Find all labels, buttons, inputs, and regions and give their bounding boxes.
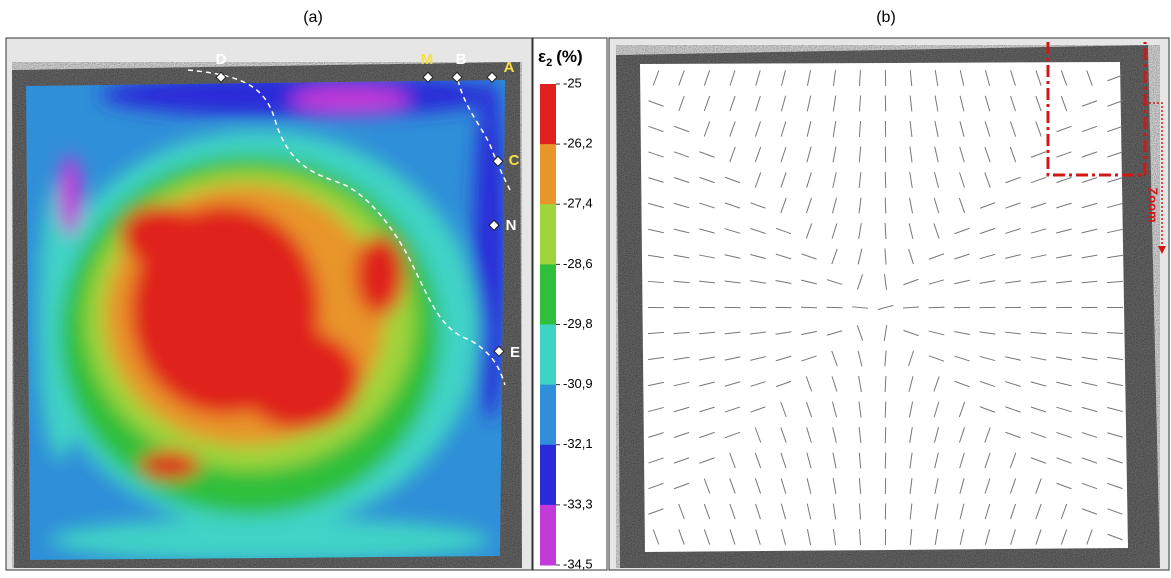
point-label: E — [510, 344, 520, 361]
strain-map — [20, 73, 515, 565]
vector — [827, 307, 843, 308]
vector — [885, 402, 886, 418]
colorbar: -25 -26,2 -27,4 -28,6 -29,8 -30,9 -32,1 -33,3 -3… — [540, 75, 593, 571]
colorbar-band — [540, 144, 556, 205]
colorbar-tick-label: -25 — [563, 75, 582, 90]
colorbar-tick-label: -30,9 — [563, 376, 593, 391]
colorbar-band — [540, 385, 556, 446]
colorbar-tick-label: -28,6 — [563, 256, 593, 271]
colorbar-band — [540, 204, 556, 265]
point-label: D — [216, 51, 227, 68]
colorbar-title: ε2 (%) — [538, 47, 583, 68]
panel-label: (a) — [303, 9, 323, 26]
point-label: A — [504, 59, 515, 76]
colorbar-subscript: 2 — [546, 57, 552, 69]
colorbar-band — [540, 325, 556, 386]
colorbar-tick-label: -32,1 — [563, 436, 593, 451]
colorbar-band — [540, 84, 556, 145]
colorbar-tick-label: -34,5 — [563, 556, 593, 571]
colorbar-tick-label: -33,3 — [563, 496, 593, 511]
colorbar-tick-label: -26,2 — [563, 136, 593, 151]
point-label: M — [421, 51, 434, 68]
point-label: B — [456, 51, 467, 68]
specimen-face — [640, 62, 1128, 552]
colorbar-unit: (%) — [556, 47, 582, 66]
colorbar-tick-label: -29,8 — [563, 316, 593, 331]
colorbar-band — [540, 264, 556, 325]
colorbar-band — [540, 445, 556, 506]
colorbar-band — [540, 505, 556, 566]
colorbar-tick-label: -27,4 — [563, 196, 593, 211]
panel-label: (b) — [876, 9, 896, 26]
colorbar-symbol: ε — [538, 47, 546, 66]
zoom-label: Zoom — [1146, 187, 1161, 222]
point-label: N — [506, 217, 517, 234]
vector — [885, 198, 886, 214]
point-label: C — [509, 152, 520, 169]
